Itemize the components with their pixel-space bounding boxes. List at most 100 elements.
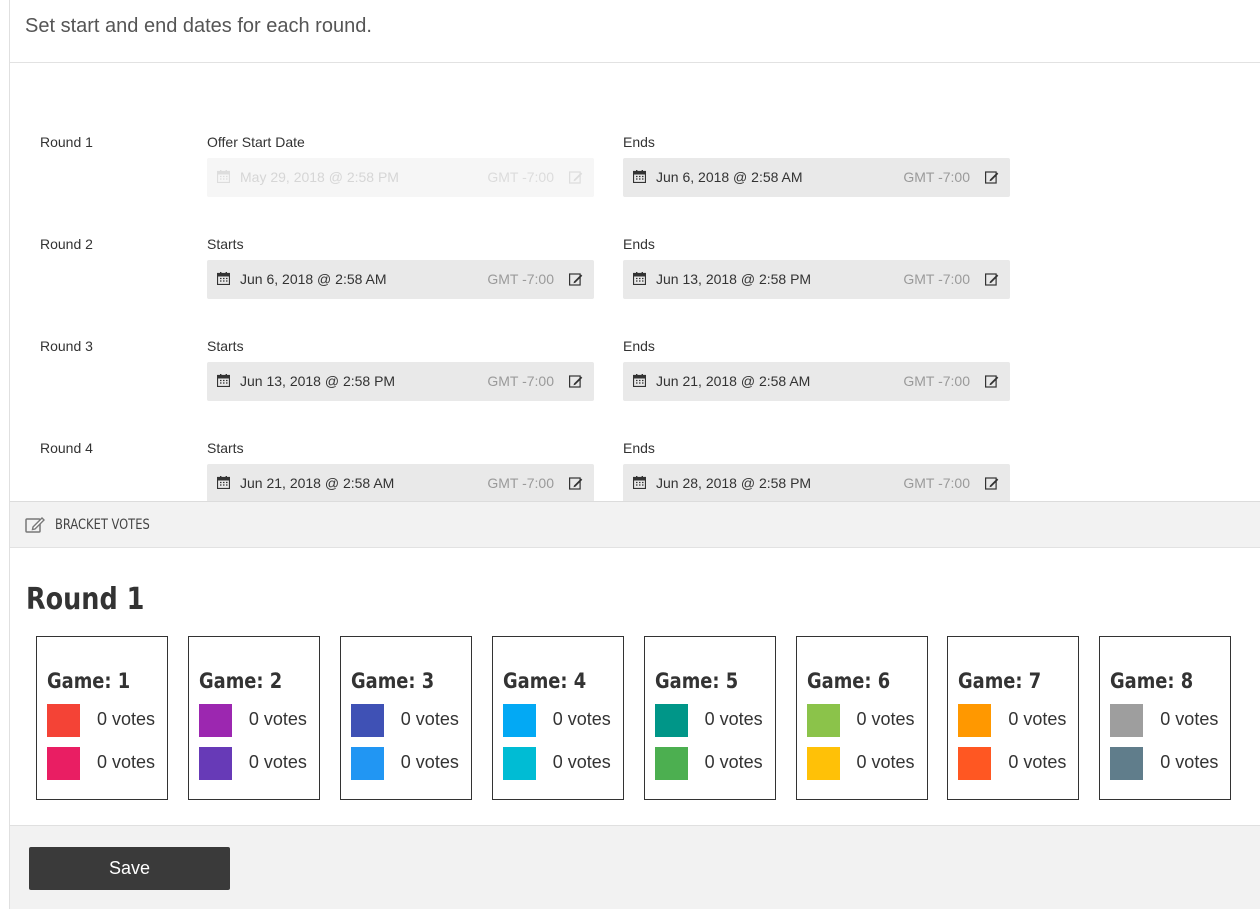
calendar-icon [217, 170, 230, 183]
vote-count: 0 votes [248, 709, 307, 729]
round-label: Round 4 [40, 440, 93, 456]
calendar-icon [217, 272, 230, 285]
round-label: Round 3 [40, 338, 93, 354]
start-label: Starts [207, 440, 244, 456]
calendar-icon [633, 476, 646, 489]
edit-icon [25, 517, 45, 533]
team-color-swatch [198, 704, 232, 737]
game-card: Game: 6 0 votes 0 votes [795, 636, 928, 800]
vote-count: 0 votes [1008, 709, 1067, 729]
end-date-value: Jun 21, 2018 @ 2:58 AM [656, 373, 811, 389]
game-title: Game: 2 [198, 669, 283, 693]
game-card: Game: 1 0 votes 0 votes [36, 636, 168, 800]
end-date-field[interactable]: Jun 21, 2018 @ 2:58 AM GMT -7:00 [623, 362, 1010, 401]
team-color-swatch [806, 704, 840, 737]
end-label: Ends [623, 440, 655, 456]
vote-count: 0 votes [248, 752, 307, 772]
end-timezone: GMT -7:00 [903, 169, 970, 185]
start-date-value: Jun 13, 2018 @ 2:58 PM [240, 373, 396, 389]
start-date-field[interactable]: Jun 13, 2018 @ 2:58 PM GMT -7:00 [207, 362, 594, 401]
end-date-value: Jun 28, 2018 @ 2:58 PM [656, 475, 812, 491]
end-date-value: Jun 13, 2018 @ 2:58 PM [656, 271, 812, 287]
start-timezone: GMT -7:00 [487, 169, 554, 185]
start-timezone: GMT -7:00 [487, 475, 554, 491]
start-date-field[interactable]: Jun 21, 2018 @ 2:58 AM GMT -7:00 [207, 464, 594, 503]
team-color-swatch [654, 704, 688, 737]
game-title: Game: 3 [350, 669, 434, 693]
vote-count: 0 votes [97, 752, 156, 772]
team-color-swatch [350, 704, 384, 737]
vote-count: 0 votes [552, 709, 611, 729]
vote-count: 0 votes [856, 752, 915, 772]
team-color-swatch [47, 704, 80, 737]
end-date-field[interactable]: Jun 13, 2018 @ 2:58 PM GMT -7:00 [623, 260, 1010, 299]
end-timezone: GMT -7:00 [903, 373, 970, 389]
game-title: Game: 5 [654, 669, 738, 693]
edit-icon[interactable] [569, 476, 583, 490]
edit-icon[interactable] [569, 374, 583, 388]
calendar-icon [217, 476, 230, 489]
team-color-swatch [958, 704, 992, 737]
team-color-swatch [1110, 747, 1144, 780]
end-date-field[interactable]: Jun 28, 2018 @ 2:58 PM GMT -7:00 [623, 464, 1010, 503]
vote-count: 0 votes [1160, 709, 1219, 729]
end-timezone: GMT -7:00 [903, 475, 970, 491]
save-button[interactable]: Save [29, 847, 230, 890]
game-card: Game: 3 0 votes 0 votes [339, 636, 472, 800]
bracket-votes-header: BRACKET VOTES [10, 501, 1260, 548]
round-label: Round 1 [40, 134, 93, 150]
edit-icon[interactable] [569, 170, 583, 184]
vote-count: 0 votes [704, 709, 763, 729]
game-title: Game: 6 [806, 669, 890, 693]
round-label: Round 2 [40, 236, 93, 252]
vote-count: 0 votes [552, 752, 611, 772]
edit-icon[interactable] [985, 272, 999, 286]
end-date-value: Jun 6, 2018 @ 2:58 AM [656, 169, 803, 185]
start-timezone: GMT -7:00 [487, 271, 554, 287]
edit-icon[interactable] [985, 374, 999, 388]
game-card: Game: 5 0 votes 0 votes [643, 636, 776, 800]
team-color-swatch [654, 747, 688, 780]
footer-bar: Save [10, 825, 1260, 909]
end-label: Ends [623, 236, 655, 252]
team-color-swatch [958, 747, 992, 780]
edit-icon[interactable] [569, 272, 583, 286]
end-date-field[interactable]: Jun 6, 2018 @ 2:58 AM GMT -7:00 [623, 158, 1010, 197]
round-row: Round 3 Starts Jun 13, 2018 @ 2:58 PM GMT -… [10, 307, 1260, 409]
calendar-icon [633, 170, 646, 183]
game-title: Game: 8 [1110, 669, 1194, 693]
vote-count: 0 votes [400, 709, 459, 729]
round-row: Round 2 Starts Jun 6, 2018 @ 2:58 AM GMT -7… [10, 205, 1260, 307]
bracket-votes-title: BRACKET VOTES [55, 517, 150, 533]
bracket-round-title: Round 1 [26, 582, 145, 617]
end-timezone: GMT -7:00 [903, 271, 970, 287]
team-color-swatch [1110, 704, 1144, 737]
calendar-icon [633, 374, 646, 387]
game-card: Game: 4 0 votes 0 votes [491, 636, 624, 800]
page: Set start and end dates for each round. … [9, 0, 1260, 909]
team-color-swatch [350, 747, 384, 780]
start-date-field[interactable]: Jun 6, 2018 @ 2:58 AM GMT -7:00 [207, 260, 594, 299]
vote-count: 0 votes [97, 709, 156, 729]
start-date-value: Jun 21, 2018 @ 2:58 AM [240, 475, 395, 491]
game-title: Game: 1 [47, 669, 131, 693]
round-row: Round 1 Offer Start Date May 29, 2018 @ 2:… [10, 103, 1260, 205]
team-color-swatch [502, 704, 536, 737]
end-label: Ends [623, 134, 655, 150]
edit-icon[interactable] [985, 476, 999, 490]
round-dates-section: Round 1 Offer Start Date May 29, 2018 @ 2:… [10, 63, 1260, 503]
vote-count: 0 votes [1160, 752, 1219, 772]
start-date-field: May 29, 2018 @ 2:58 PM GMT -7:00 [207, 158, 594, 197]
start-timezone: GMT -7:00 [487, 373, 554, 389]
edit-icon[interactable] [985, 170, 999, 184]
start-date-value: May 29, 2018 @ 2:58 PM [240, 169, 399, 185]
intro-text: Set start and end dates for each round. [10, 0, 1260, 63]
end-label: Ends [623, 338, 655, 354]
game-card: Game: 8 0 votes 0 votes [1099, 636, 1232, 800]
team-color-swatch [198, 747, 232, 780]
game-title: Game: 7 [958, 669, 1042, 693]
start-label: Starts [207, 338, 244, 354]
team-color-swatch [806, 747, 840, 780]
start-date-value: Jun 6, 2018 @ 2:58 AM [240, 271, 387, 287]
game-card: Game: 2 0 votes 0 votes [187, 636, 320, 800]
